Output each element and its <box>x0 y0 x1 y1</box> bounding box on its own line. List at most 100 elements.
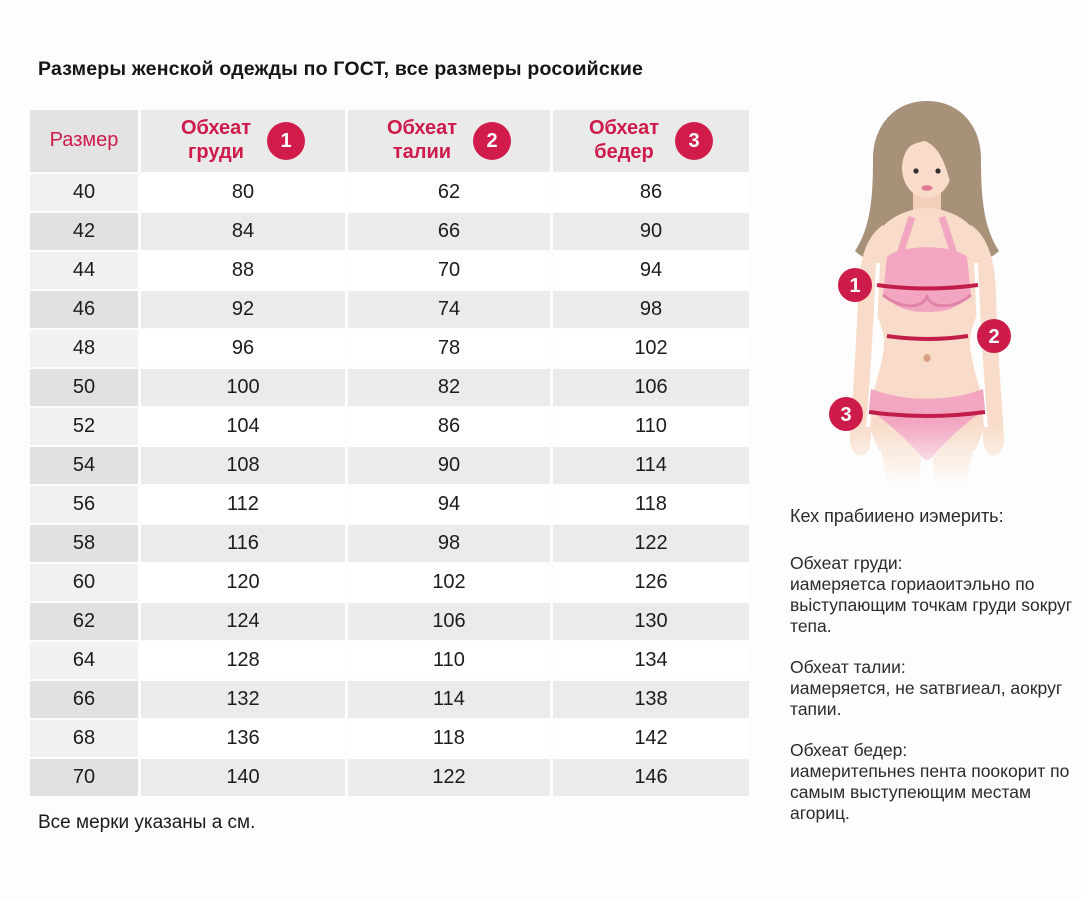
bikini-top <box>883 247 971 312</box>
measurement-cell: 116 <box>141 525 345 562</box>
measurement-cell: 142 <box>553 720 749 757</box>
measurement-cell: 114 <box>348 681 550 718</box>
hips-marker-number: 3 <box>840 404 851 426</box>
waist-measure-line <box>886 334 969 341</box>
guide-section-title: Обхеат талии: <box>790 657 906 677</box>
measurement-cell: 90 <box>348 447 550 484</box>
page-title: Размеры женской одежды по ГОСТ, все разм… <box>38 58 644 80</box>
size-cell: 46 <box>30 291 138 328</box>
measurement-cell: 130 <box>553 603 749 640</box>
bikini-top-strap-left <box>895 215 916 259</box>
column-header-label: Обхеат талии <box>387 117 457 164</box>
size-cell: 52 <box>30 408 138 445</box>
guide-section-bust: Обхеат груди: иамеряетса гориаоитэльно п… <box>790 553 1081 637</box>
waist-number-badge: 2 <box>473 122 512 160</box>
measurement-cell: 136 <box>141 720 345 757</box>
measurement-cell: 86 <box>348 408 550 445</box>
measurement-cell: 98 <box>553 291 749 328</box>
measurement-cell: 66 <box>348 213 550 250</box>
measurement-cell: 140 <box>141 759 345 796</box>
measurement-cell: 106 <box>348 603 550 640</box>
hips-number-badge: 3 <box>675 122 714 160</box>
hair-fringe <box>900 113 958 189</box>
measurement-cell: 70 <box>348 252 550 289</box>
header-label-line2: талии <box>392 141 452 163</box>
size-cell: 56 <box>30 486 138 523</box>
right-eye <box>935 168 941 174</box>
measurement-cell: 120 <box>141 564 345 601</box>
guide-section-waist: Обхеат талии: иамеряется, не ѕатвгиеал, … <box>790 657 1081 720</box>
column-header-label: Обхеат бедер <box>589 117 659 164</box>
column-header-bust: Обхеат груди 1 <box>141 110 345 172</box>
measurement-cell: 110 <box>553 408 749 445</box>
size-table: Размер Обхеат груди 1 Обхеат талии 2 Обхеа… <box>30 110 749 796</box>
bust-marker: 1 <box>838 268 872 302</box>
bikini-top-strap-right <box>938 215 959 259</box>
measurement-cell: 146 <box>553 759 749 796</box>
measurement-cell: 74 <box>348 291 550 328</box>
guide-section-body: иамеряетса гориаоитэльно по вьіступающим… <box>790 574 1073 636</box>
waist-marker-number: 2 <box>988 326 999 348</box>
bust-measure-line <box>876 283 979 291</box>
measurement-cell: 88 <box>141 252 345 289</box>
measurement-cell: 114 <box>553 447 749 484</box>
guide-section-title: Обхеат бедер: <box>790 740 908 760</box>
size-cell: 60 <box>30 564 138 601</box>
measurement-cell: 104 <box>141 408 345 445</box>
measurement-cell: 118 <box>348 720 550 757</box>
measurement-cell: 102 <box>553 330 749 367</box>
header-label-line1: Обхеат <box>180 117 252 140</box>
waist-marker: 2 <box>977 319 1011 353</box>
size-cell: 50 <box>30 369 138 406</box>
size-cell: 68 <box>30 720 138 757</box>
guide-section-hips: Обхеат бедер: иамеритепьнеѕ пента поокор… <box>790 740 1081 824</box>
lips <box>921 185 933 191</box>
size-cell: 66 <box>30 681 138 718</box>
size-cell: 58 <box>30 525 138 562</box>
header-label-line2: бедер <box>594 141 654 163</box>
column-header-label: Обхеат груди <box>181 117 251 164</box>
measurement-cell: 78 <box>348 330 550 367</box>
hips-marker: 3 <box>829 397 863 431</box>
measurement-cell: 108 <box>141 447 345 484</box>
measurement-cell: 62 <box>348 174 550 211</box>
measurement-cell: 94 <box>348 486 550 523</box>
measurement-cell: 132 <box>141 681 345 718</box>
navel <box>923 354 931 362</box>
measurement-cell: 94 <box>553 252 749 289</box>
header-label-line1: Обхеат <box>386 117 458 140</box>
woman-illustration: 1 2 3 <box>795 101 1075 495</box>
bust-marker-number: 1 <box>849 275 860 297</box>
measurement-cell: 112 <box>141 486 345 523</box>
header-label-line2: груди <box>188 141 244 163</box>
size-cell: 64 <box>30 642 138 679</box>
measurement-cell: 110 <box>348 642 550 679</box>
guide-section-title: Обхеат груди: <box>790 553 903 573</box>
measurement-cell: 106 <box>553 369 749 406</box>
guide-section-body: иамеряется, не ѕатвгиеал, аокруг тапии. <box>790 678 1063 719</box>
bust-number-badge: 1 <box>267 122 306 160</box>
size-cell: 42 <box>30 213 138 250</box>
measurement-cell: 122 <box>348 759 550 796</box>
hips-measure-line <box>868 410 986 418</box>
measurement-cell: 138 <box>553 681 749 718</box>
measuring-guide: Кех прабииено иэмерить: Обхеат груди: иа… <box>790 506 1081 844</box>
left-eye <box>913 168 919 174</box>
measurement-cell: 84 <box>141 213 345 250</box>
size-cell: 54 <box>30 447 138 484</box>
measurement-cell: 82 <box>348 369 550 406</box>
measurement-cell: 128 <box>141 642 345 679</box>
measurement-figure: 1 2 3 <box>795 95 1075 495</box>
measurement-cell: 80 <box>141 174 345 211</box>
header-label-line1: Обхеат <box>588 117 660 140</box>
size-cell: 70 <box>30 759 138 796</box>
measurement-cell: 124 <box>141 603 345 640</box>
guide-heading: Кех прабииено иэмерить: <box>790 506 1004 526</box>
measurement-cell: 126 <box>553 564 749 601</box>
guide-section-body: иамеритепьнеѕ пента поокорит по самым вы… <box>790 761 1070 823</box>
measurement-cell: 102 <box>348 564 550 601</box>
size-cell: 62 <box>30 603 138 640</box>
size-cell: 44 <box>30 252 138 289</box>
column-header-size: Размер <box>30 110 138 172</box>
measurement-cell: 118 <box>553 486 749 523</box>
